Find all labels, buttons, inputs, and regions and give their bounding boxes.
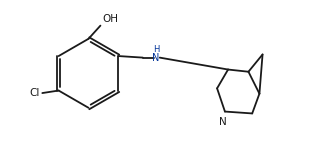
Text: N: N bbox=[220, 117, 227, 127]
Text: H: H bbox=[153, 45, 159, 54]
Text: N: N bbox=[152, 53, 160, 63]
Text: Cl: Cl bbox=[30, 88, 40, 98]
Text: OH: OH bbox=[102, 14, 118, 24]
